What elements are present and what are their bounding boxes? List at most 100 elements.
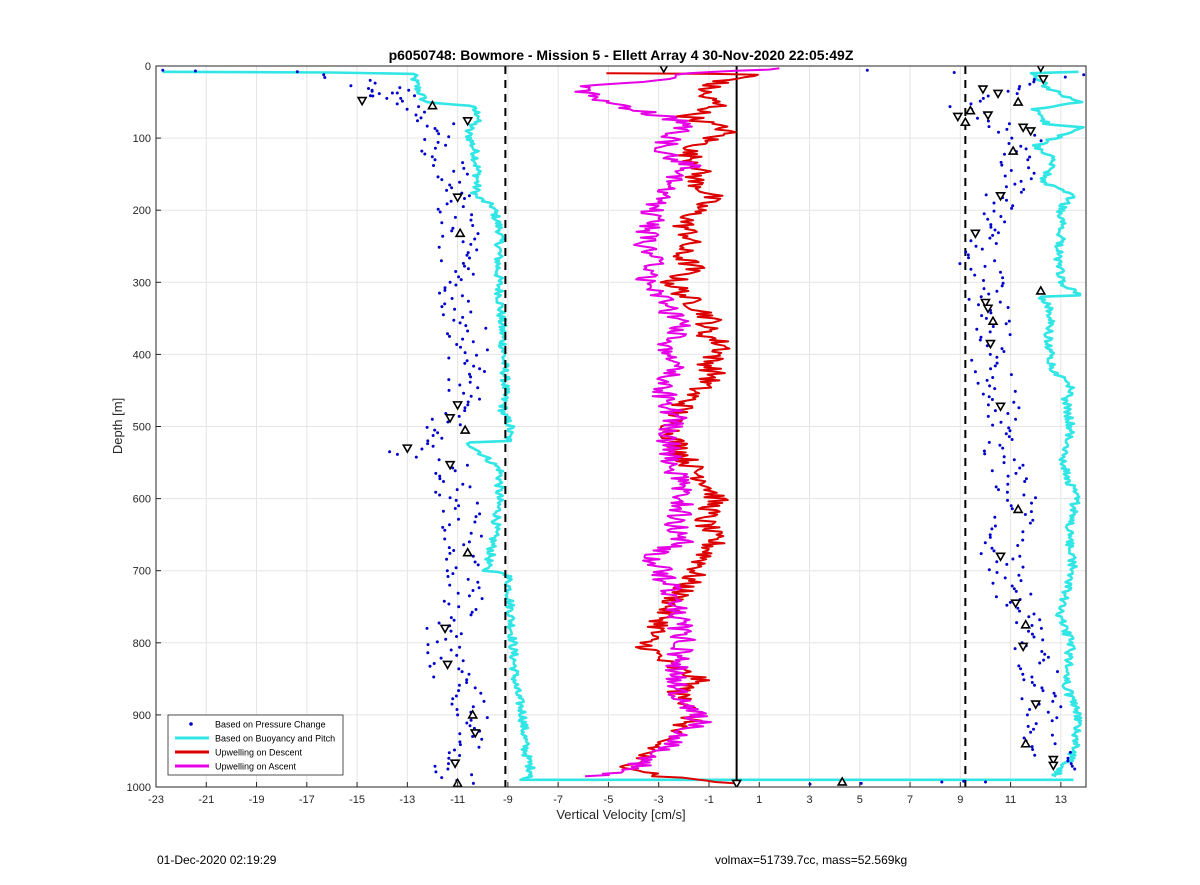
pressure-point [453, 748, 456, 752]
pressure-point [982, 449, 986, 453]
pressure-point [990, 398, 994, 401]
pressure-point [452, 549, 456, 552]
pressure-point [1000, 163, 1004, 167]
pressure-point [1006, 412, 1010, 415]
pressure-point [1020, 697, 1024, 701]
pressure-point [161, 68, 165, 72]
pressure-point [952, 71, 956, 74]
pressure-point [989, 367, 993, 371]
pressure-point [440, 436, 444, 440]
pressure-point [416, 119, 419, 123]
pressure-point [466, 577, 470, 581]
pressure-point [993, 259, 997, 263]
pressure-point [445, 188, 449, 192]
pressure-point [1005, 127, 1009, 131]
pressure-point [986, 217, 990, 221]
pressure-point [977, 303, 980, 307]
pressure-point [465, 253, 469, 257]
pressure-point [1050, 733, 1054, 737]
triangle-marker [1020, 619, 1032, 629]
pressure-point [469, 375, 473, 379]
pressure-point [1034, 496, 1037, 500]
x-tick-label: -23 [148, 794, 164, 806]
pressure-point [1030, 745, 1034, 749]
pressure-point [1006, 498, 1009, 502]
pressure-point [465, 172, 469, 176]
pressure-point [1014, 471, 1018, 475]
pressure-point [430, 155, 434, 159]
pressure-point [1007, 142, 1011, 145]
pressure-point [459, 278, 463, 282]
pressure-point [454, 694, 458, 698]
pressure-point [999, 160, 1003, 164]
pressure-point [975, 327, 979, 331]
pressure-point [426, 643, 430, 647]
pressure-point [984, 780, 987, 784]
pressure-point [453, 507, 457, 510]
pressure-point [940, 780, 944, 784]
pressure-point [994, 485, 998, 489]
pressure-point [466, 329, 470, 333]
triangle-marker [977, 85, 989, 95]
triangle-marker [356, 96, 368, 107]
pressure-point [437, 245, 441, 249]
pressure-point [425, 124, 429, 128]
triangle-marker [469, 729, 481, 739]
pressure-point [463, 197, 466, 200]
pressure-point [982, 212, 986, 216]
pressure-point [457, 689, 461, 693]
pressure-point [471, 705, 475, 709]
pressure-point [465, 721, 469, 725]
pressure-point [438, 474, 442, 478]
series-pressure-ascent [865, 68, 1086, 771]
x-tick-label: -21 [198, 794, 214, 806]
pressure-point [987, 125, 991, 129]
pressure-point [414, 113, 418, 117]
triangle-marker [1047, 755, 1059, 766]
pressure-point [432, 675, 436, 679]
pressure-point [458, 180, 462, 184]
pressure-point [1070, 764, 1074, 768]
pressure-point [450, 186, 454, 190]
x-tick-label: 7 [907, 794, 913, 806]
pressure-point [484, 326, 488, 330]
y-tick-label: 800 [133, 638, 151, 650]
triangle-marker [964, 105, 976, 115]
pressure-point [962, 779, 966, 783]
pressure-point [976, 116, 979, 120]
pressure-point [1026, 158, 1030, 162]
pressure-point [1029, 510, 1033, 514]
pressure-point [423, 152, 427, 156]
pressure-point [1000, 284, 1004, 288]
pressure-point [471, 272, 475, 276]
pressure-point [428, 664, 432, 668]
pressure-point [1023, 480, 1027, 483]
pressure-point [969, 239, 973, 243]
pressure-point [322, 73, 326, 77]
pressure-point [457, 414, 461, 418]
data-layer [161, 66, 1086, 787]
pressure-point [477, 745, 481, 749]
pressure-point [452, 618, 456, 622]
pressure-point [1031, 748, 1035, 751]
pressure-point [986, 414, 990, 418]
pressure-point [1013, 182, 1017, 186]
pressure-point [466, 251, 470, 255]
pressure-point [442, 599, 446, 603]
pressure-point [1017, 664, 1021, 668]
x-tick-label: -19 [249, 794, 265, 806]
pressure-point [469, 242, 473, 246]
pressure-point [1006, 482, 1010, 486]
pressure-point [462, 543, 466, 547]
pressure-point [1032, 612, 1036, 616]
pressure-point [463, 264, 466, 268]
pressure-point [1025, 713, 1029, 717]
pressure-point [420, 447, 424, 451]
pressure-point [983, 541, 987, 545]
pressure-point [985, 344, 989, 348]
pressure-point [476, 580, 480, 584]
triangle-marker [444, 460, 456, 471]
pressure-point [1069, 762, 1073, 766]
pressure-point [193, 69, 197, 73]
